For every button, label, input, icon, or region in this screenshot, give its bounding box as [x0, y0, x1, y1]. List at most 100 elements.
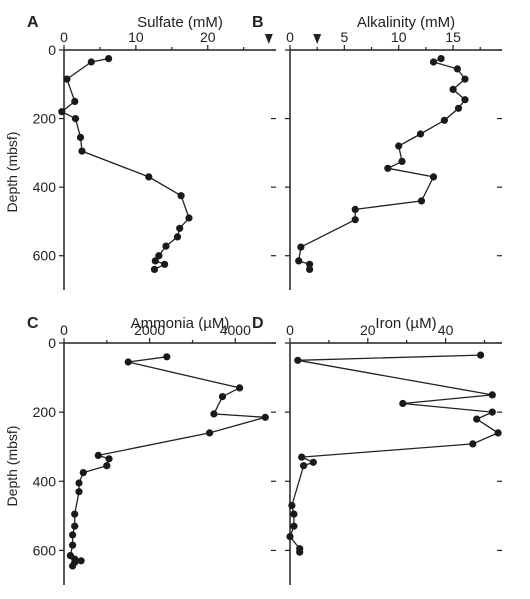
data-point: [469, 440, 477, 448]
data-point: [79, 469, 87, 477]
data-point: [453, 65, 461, 73]
data-point: [173, 233, 182, 241]
data-point: [151, 257, 159, 265]
data-point: [236, 384, 244, 392]
y-tick-label: 0: [48, 42, 56, 58]
data-point: [87, 58, 95, 66]
panel-title: Alkalinity (mM): [357, 14, 455, 31]
data-point: [473, 415, 481, 423]
data-point: [488, 408, 496, 416]
panel-title: Sulfate (mM): [137, 14, 223, 31]
y-tick-label: 600: [33, 248, 57, 264]
data-point: [290, 522, 298, 530]
arrow-marker: [264, 34, 273, 44]
data-point: [351, 216, 359, 224]
panel-title: Ammonia (µM): [131, 315, 230, 332]
data-point: [449, 85, 457, 93]
data-point: [155, 252, 163, 260]
y-tick-label: 400: [33, 179, 57, 195]
data-point: [105, 55, 113, 63]
series-line: [289, 354, 500, 553]
series-line: [297, 58, 466, 270]
data-point: [77, 557, 85, 565]
data-point: [395, 142, 403, 150]
panel-letter: A: [27, 14, 39, 31]
x-tick-label: 4000: [220, 322, 251, 338]
data-point: [69, 562, 77, 570]
data-point: [163, 353, 171, 361]
data-point: [494, 429, 502, 437]
data-point: [261, 413, 269, 421]
data-point: [300, 462, 308, 470]
data-point: [429, 173, 438, 181]
data-point: [69, 531, 77, 539]
data-point: [176, 224, 184, 232]
data-point: [461, 75, 469, 83]
data-point: [286, 533, 294, 541]
panel-letter: D: [252, 315, 264, 332]
data-point: [440, 116, 448, 124]
data-point: [477, 351, 485, 359]
x-tick-label: 2000: [134, 322, 165, 338]
data-point: [295, 257, 303, 265]
x-tick-label: 0: [60, 29, 68, 45]
data-point: [63, 75, 71, 83]
data-point: [71, 522, 79, 530]
x-tick-label: 0: [286, 322, 294, 338]
shared-ylabel-top: Depth (mbsf): [4, 132, 20, 213]
data-point: [218, 393, 227, 401]
data-point: [488, 391, 496, 399]
data-point: [75, 488, 83, 496]
x-tick-label: 20: [360, 322, 376, 338]
data-point: [309, 458, 317, 466]
data-point: [145, 173, 153, 181]
data-point: [429, 58, 438, 66]
x-tick-label: 10: [128, 29, 144, 45]
data-point: [75, 479, 83, 487]
data-point: [162, 242, 170, 250]
x-tick-label: 10: [391, 29, 407, 45]
data-point: [94, 451, 102, 459]
x-tick-label: 20: [200, 29, 216, 45]
data-point: [416, 130, 425, 138]
data-point: [210, 410, 218, 418]
y-tick-label: 600: [33, 542, 57, 558]
data-point: [78, 147, 86, 155]
data-point: [105, 455, 113, 463]
data-point: [69, 541, 77, 549]
data-point: [298, 453, 306, 461]
data-point: [454, 104, 463, 112]
panel-b: B Alkalinity (mM) 0 5 10 15: [252, 14, 502, 290]
data-point: [71, 97, 79, 105]
data-point: [206, 429, 214, 437]
data-point: [150, 265, 159, 273]
x-tick-label: 5: [340, 29, 348, 45]
data-point: [103, 462, 111, 470]
x-tick-label: 0: [286, 29, 294, 45]
panel-d: D Iron (µM) 0 20 40: [252, 315, 502, 585]
data-point: [297, 243, 305, 251]
data-point: [290, 510, 298, 518]
data-point: [76, 133, 85, 141]
data-point: [437, 55, 445, 63]
shared-ylabel-bottom: Depth (mbsf): [4, 426, 20, 507]
y-tick-label: 0: [48, 335, 56, 351]
arrow-marker: [313, 34, 322, 44]
panel-c: C Ammonia (µM) 0 2000 4000 0 200 400 600: [27, 315, 276, 585]
y-tick-label: 200: [33, 111, 57, 127]
data-point: [58, 108, 66, 116]
data-point: [124, 358, 132, 366]
data-point: [177, 192, 185, 200]
data-point: [296, 548, 304, 556]
x-tick-label: 15: [445, 29, 461, 45]
panel-letter: C: [27, 315, 39, 332]
data-point: [306, 260, 314, 268]
y-tick-label: 400: [33, 473, 57, 489]
data-point: [306, 265, 314, 273]
data-point: [161, 260, 169, 268]
x-tick-label: 0: [60, 322, 68, 338]
data-point: [398, 157, 406, 165]
data-point: [399, 399, 407, 408]
